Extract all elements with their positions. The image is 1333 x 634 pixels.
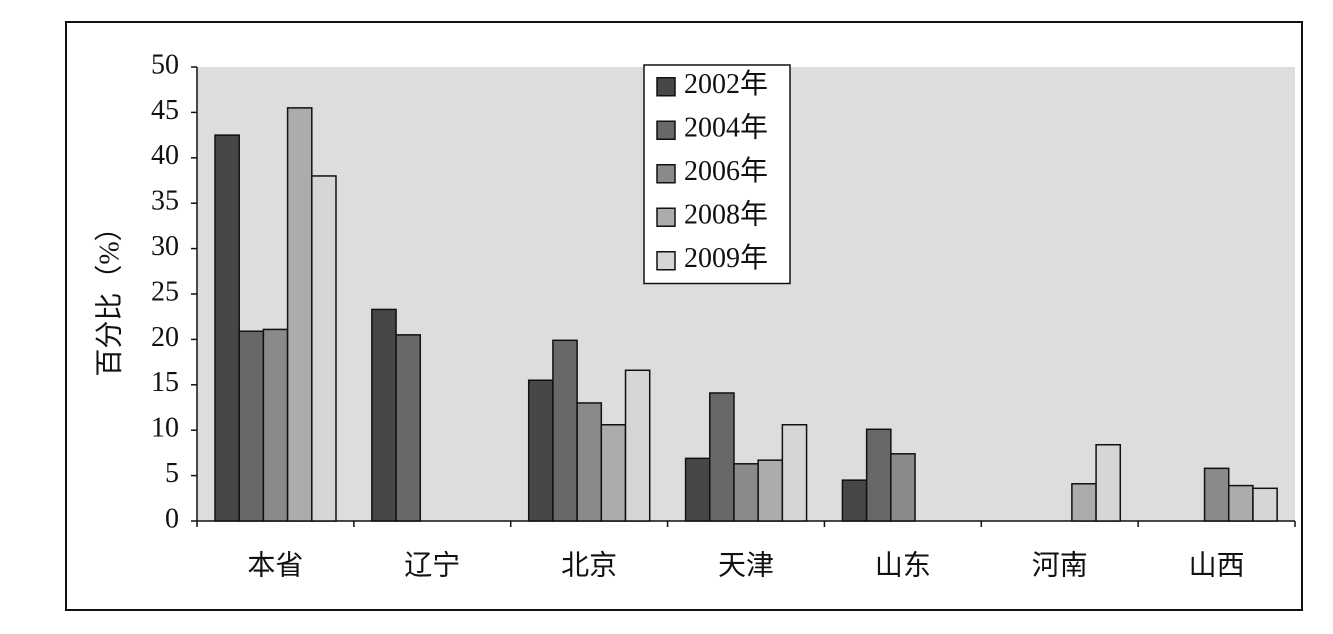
bar xyxy=(1203,467,1230,522)
bar xyxy=(395,334,422,522)
bar xyxy=(890,453,916,522)
bar xyxy=(841,479,868,522)
bar xyxy=(286,107,313,522)
legend-label: 2002年 xyxy=(684,68,768,100)
legend-swatch xyxy=(656,164,676,184)
bar xyxy=(238,330,265,522)
bar xyxy=(865,428,892,522)
y-tick-label: 15 xyxy=(151,367,179,398)
bar xyxy=(757,459,784,522)
legend-swatch xyxy=(656,207,676,227)
x-tick-label: 天津 xyxy=(718,550,774,581)
bar xyxy=(371,308,397,522)
y-axis-label: 百分比（%） xyxy=(93,213,125,376)
bar xyxy=(214,134,240,522)
y-tick-label: 10 xyxy=(151,413,179,444)
bar xyxy=(1095,443,1122,522)
y-tick-label: 20 xyxy=(151,322,179,353)
x-tick-label: 河南 xyxy=(1032,549,1088,581)
legend-label: 2006年 xyxy=(684,155,768,187)
legend-swatch xyxy=(656,77,676,97)
bar xyxy=(527,379,554,522)
y-tick-label: 25 xyxy=(151,276,179,307)
y-tick-label: 40 xyxy=(151,140,179,171)
legend-label: 2009年 xyxy=(684,242,768,274)
bar xyxy=(624,369,651,522)
bar xyxy=(600,424,627,522)
bar xyxy=(1227,484,1254,522)
x-tick-label: 北京 xyxy=(561,549,617,581)
bar xyxy=(1252,487,1278,522)
bar xyxy=(781,424,808,522)
bar xyxy=(552,339,578,522)
bar xyxy=(684,457,711,522)
y-tick-label: 50 xyxy=(151,49,179,80)
bar xyxy=(311,175,337,522)
bar xyxy=(733,463,759,522)
legend-swatch xyxy=(656,120,676,140)
y-tick-label: 45 xyxy=(151,95,179,126)
legend-label: 2008年 xyxy=(684,199,768,231)
bar xyxy=(576,402,603,522)
bar xyxy=(1071,483,1097,522)
y-tick-label: 30 xyxy=(151,231,179,262)
y-tick-label: 5 xyxy=(165,458,179,489)
x-tick-label: 本省 xyxy=(247,549,303,581)
bar xyxy=(262,328,289,522)
y-tick-label: 0 xyxy=(165,503,179,534)
x-tick-label: 山东 xyxy=(875,549,931,581)
x-tick-label: 辽宁 xyxy=(404,549,460,581)
legend-swatch xyxy=(656,251,676,271)
legend-label: 2004年 xyxy=(684,112,768,144)
bar xyxy=(709,392,735,522)
y-tick-label: 35 xyxy=(151,186,179,217)
x-tick-label: 山西 xyxy=(1189,549,1245,581)
